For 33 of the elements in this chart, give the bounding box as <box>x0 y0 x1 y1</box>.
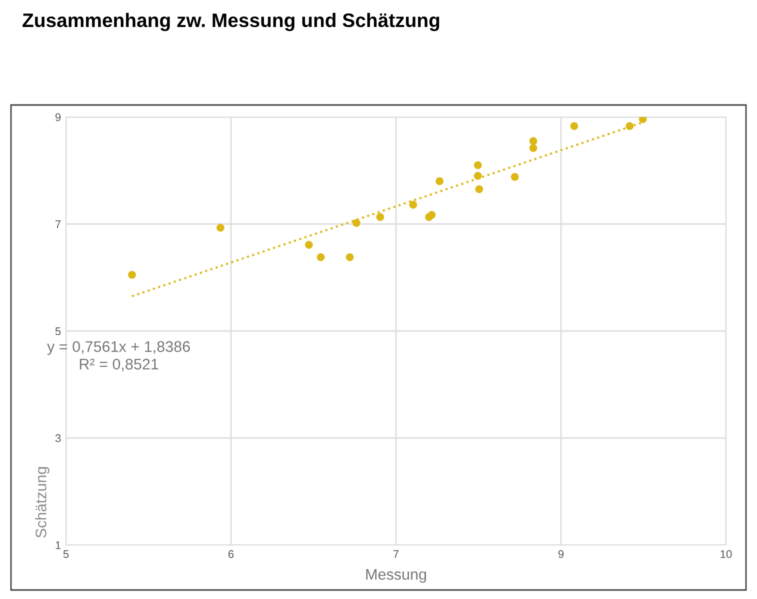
annotation: y = 0,7561x + 1,8386 R² = 0,8521 <box>47 341 190 372</box>
y-tick-label: 9 <box>55 113 61 122</box>
point <box>409 200 418 209</box>
y-tick-label: 5 <box>55 327 61 336</box>
point <box>128 270 136 279</box>
chart-title: Zusammenhang zw. Messung und Schätzung <box>22 12 440 32</box>
point <box>475 185 484 194</box>
x-tick-label: 7 <box>393 550 399 558</box>
point <box>474 161 482 170</box>
x-tick-label: 10 <box>720 550 732 558</box>
y-axis-title: Schätzung <box>35 467 50 538</box>
point <box>376 213 384 221</box>
x-tick-label: 5 <box>63 550 69 558</box>
x-tick-label: 6 <box>228 550 234 558</box>
y-tick-label: 1 <box>56 541 61 550</box>
point <box>304 240 313 249</box>
point <box>529 137 538 146</box>
point <box>436 177 444 186</box>
point <box>216 224 224 232</box>
point <box>626 122 634 130</box>
point <box>352 218 360 227</box>
point <box>428 210 436 219</box>
x-axis-title: Messung <box>366 569 426 583</box>
y-tick-label: 3 <box>55 434 61 442</box>
point <box>474 172 482 180</box>
point <box>316 253 325 262</box>
x-tick-label: 9 <box>558 550 564 558</box>
y-tick-label: 7 <box>56 220 61 228</box>
point <box>638 117 647 124</box>
point <box>346 253 354 262</box>
point <box>510 172 519 181</box>
point <box>529 144 538 152</box>
point <box>570 122 578 130</box>
